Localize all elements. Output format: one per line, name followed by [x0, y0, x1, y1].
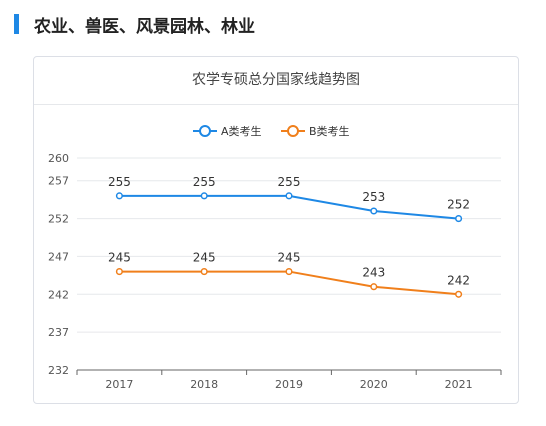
chart-card: 农学专硕总分国家线趋势图 232 237 242 247 252 257 260 2017 20… [33, 56, 519, 404]
section-title: 农业、兽医、风景园林、林业 [34, 17, 255, 37]
data-point[interactable] [115, 268, 123, 276]
data-label: 252 [447, 198, 470, 212]
data-point[interactable] [370, 283, 378, 291]
data-label: 245 [108, 251, 131, 265]
line-chart: 232 237 242 247 252 257 260 2017 2018 2019 2020 202… [48, 124, 502, 391]
data-label: 245 [193, 251, 216, 265]
data-point[interactable] [200, 192, 208, 200]
chart-title: 农学专硕总分国家线趋势图 [34, 57, 518, 105]
legend-marker[interactable] [199, 125, 211, 137]
x-tick-label: 2021 [445, 378, 473, 391]
section-header: 农业、兽医、风景园林、林业 [14, 10, 534, 38]
y-tick-label: 237 [48, 326, 69, 339]
legend-label[interactable]: B类考生 [309, 124, 350, 138]
legend-label[interactable]: A类考生 [221, 124, 262, 138]
y-tick-label: 252 [48, 213, 69, 226]
data-point[interactable] [370, 207, 378, 215]
x-tick-label: 2020 [360, 378, 388, 391]
legend-marker[interactable] [287, 125, 299, 137]
y-tick-label: 257 [48, 175, 69, 188]
data-label: 242 [447, 273, 470, 287]
data-label: 253 [362, 190, 385, 204]
data-point[interactable] [285, 268, 293, 276]
data-label: 243 [362, 266, 385, 280]
data-point[interactable] [200, 268, 208, 276]
data-label: 255 [193, 175, 216, 189]
data-label: 255 [108, 175, 131, 189]
y-tick-label: 232 [48, 364, 69, 377]
data-point[interactable] [455, 215, 463, 223]
data-label: 245 [278, 251, 301, 265]
data-label: 255 [278, 175, 301, 189]
y-tick-label: 242 [48, 288, 69, 301]
y-tick-label: 247 [48, 250, 69, 263]
x-tick-label: 2019 [275, 378, 303, 391]
data-point[interactable] [115, 192, 123, 200]
section-accent-bar [14, 14, 19, 34]
data-point[interactable] [285, 192, 293, 200]
y-tick-label: 260 [48, 152, 69, 165]
x-tick-label: 2017 [105, 378, 133, 391]
x-tick-label: 2018 [190, 378, 218, 391]
data-point[interactable] [455, 290, 463, 298]
